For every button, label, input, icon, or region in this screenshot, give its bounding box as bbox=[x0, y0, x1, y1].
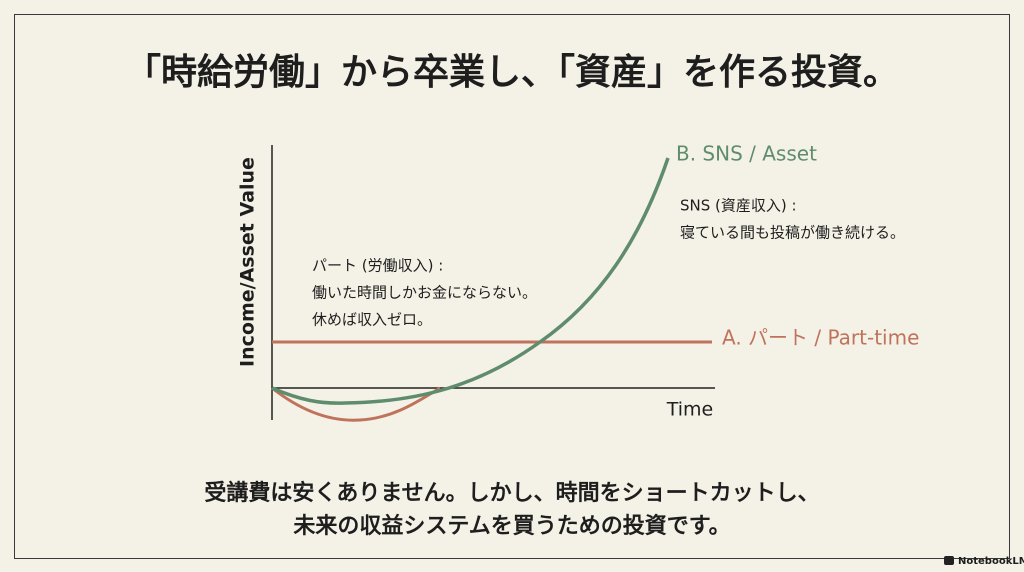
asset-curve bbox=[271, 157, 670, 405]
note-b: 寝ている間も投稿が働き続ける。 bbox=[680, 224, 905, 242]
title: 「時給労働」から卒業し、「資産」を作る投資。 bbox=[125, 51, 899, 93]
asset-label: B. SNS / Asset bbox=[676, 142, 817, 166]
note-a: 休めば収入ゼロ。 bbox=[312, 311, 432, 329]
footer-line: 受講費は安くありません。しかし、時間をショートカットし、 bbox=[204, 480, 819, 506]
note-a: パート (労働収入) : bbox=[312, 257, 443, 275]
x-axis-label: Time bbox=[666, 399, 714, 421]
footer-line: 未来の収益システムを買うための投資です。 bbox=[293, 513, 730, 539]
frame bbox=[14, 14, 1010, 559]
watermark: NotebookLM bbox=[958, 556, 1024, 567]
part-time-dip bbox=[271, 386, 441, 422]
note-a: 働いた時間しかお金にならない。 bbox=[312, 284, 537, 302]
logo-icon bbox=[944, 556, 954, 565]
note-b: SNS (資産収入) : bbox=[680, 197, 797, 215]
y-axis-label: Income/Asset Value bbox=[237, 157, 259, 367]
part-time-label: A. パート / Part-time bbox=[722, 326, 919, 350]
